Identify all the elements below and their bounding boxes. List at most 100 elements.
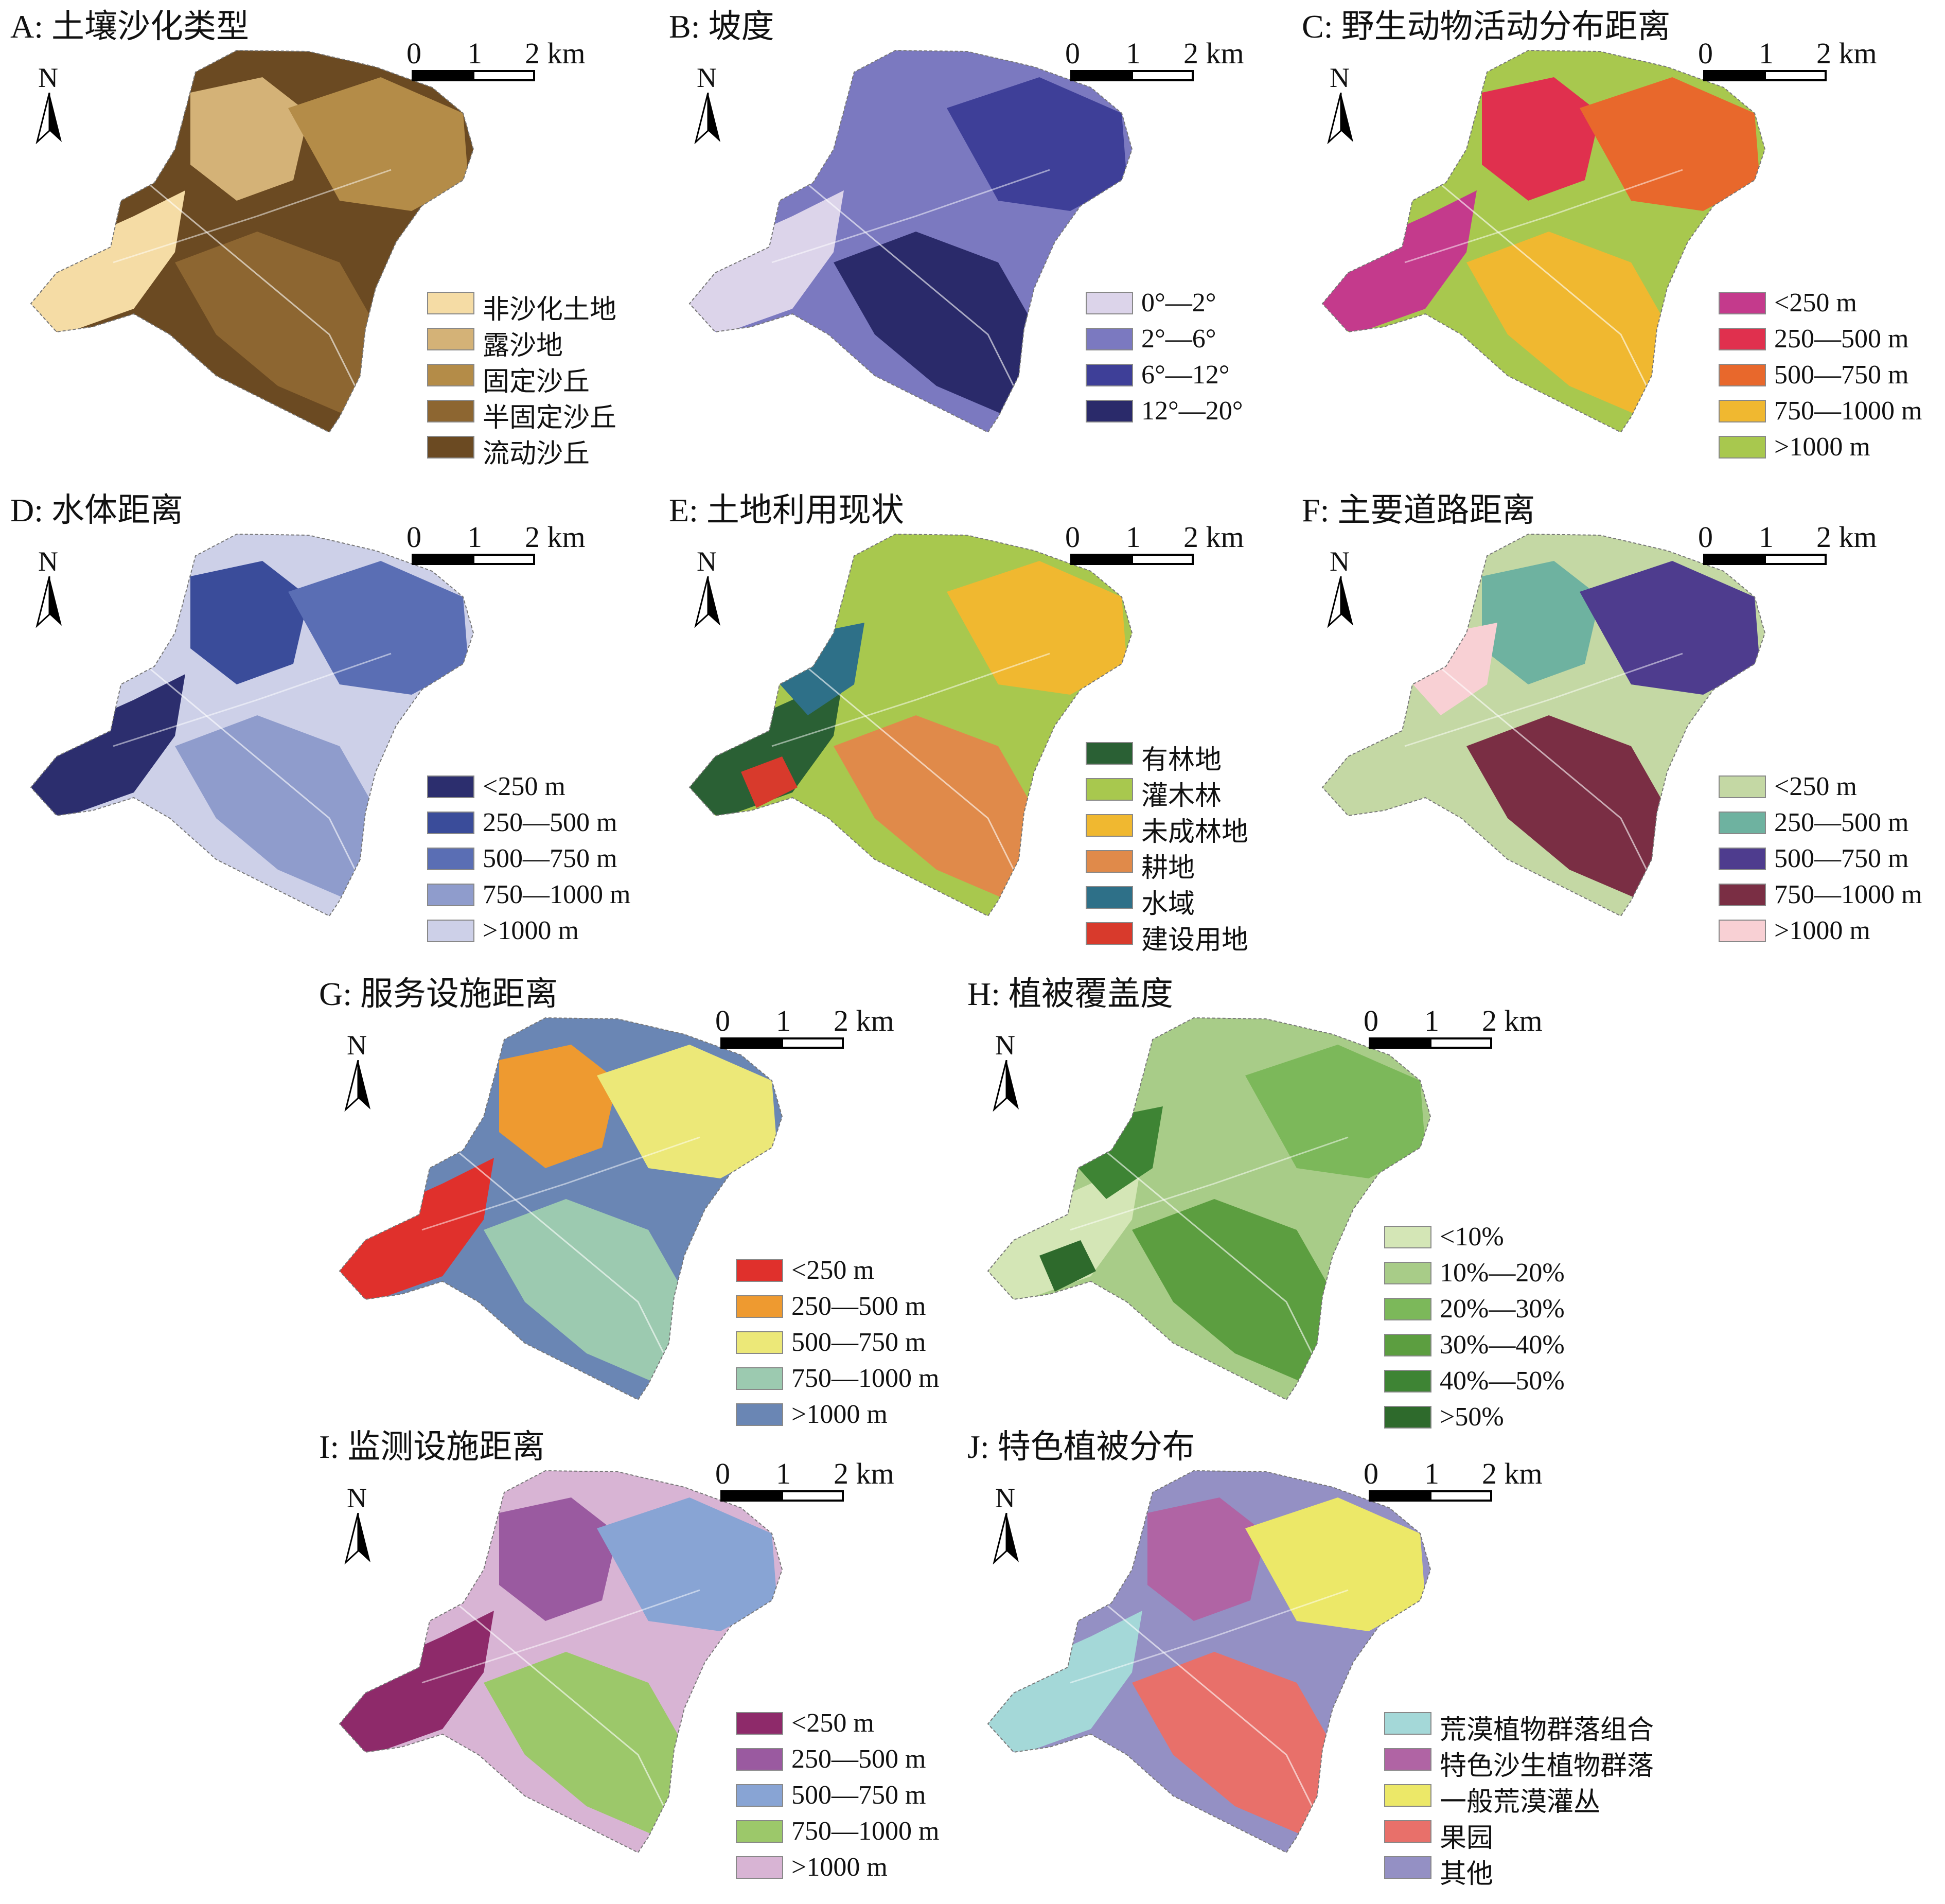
scale-label-2km: 2 km [525,37,586,70]
legend-swatch [736,1259,783,1282]
legend-label: <250 m [791,1708,874,1738]
road-line [421,1136,700,1231]
map-zone [31,190,185,334]
scale-segment [412,70,474,81]
scale-segment [1764,554,1827,565]
north-arrow-icon [993,1513,1019,1564]
road-line [802,663,1020,880]
legend-swatch [1384,1334,1431,1356]
legend-label: 250—500 m [1774,324,1909,354]
map-zone [1245,1497,1425,1631]
scale-bar: 0 1 2 km [1698,36,1877,93]
legend-label: <250 m [1774,772,1857,801]
legend-swatch [427,328,474,350]
legend-swatch [1384,1262,1431,1284]
legend-label: 750—1000 m [791,1364,940,1393]
scale-bar: 0 1 2 km [1364,1003,1543,1060]
north-label: N [995,1030,1015,1061]
map-area [329,1014,813,1436]
map-panel-f: F: 主要道路距离 N 0 1 2 km <250 m 250—500 m 500—750 m… [1292,484,1940,967]
scale-label-0: 0 [715,1004,730,1037]
legend-swatch [1086,742,1133,765]
north-label: N [38,546,58,577]
north-arrow: N [1322,62,1364,149]
map-zone [1132,1199,1338,1384]
scale-label-2km: 2 km [1816,37,1877,70]
scale-label-1: 1 [1126,37,1141,70]
north-arrow: N [31,62,72,149]
legend-swatch [736,1784,783,1807]
road-line [452,1599,670,1817]
map-panel-a: A: 土壤沙化类型 N 0 1 2 km 非沙化土地 露沙地 固定沙丘 半固定沙丘 流动沙丘 [0,0,648,484]
scale-label-1: 1 [1759,37,1774,70]
map-zone [190,77,309,201]
scale-label-2km: 2 km [1816,520,1877,554]
north-arrow: N [31,545,72,633]
scale-label-0: 0 [406,37,421,70]
legend-label: <10% [1440,1222,1504,1251]
scale-segment [1429,1490,1492,1502]
legend-swatch [736,1331,783,1354]
legend-label: 果园 [1440,1824,1494,1853]
road-line [1070,1589,1349,1684]
scale-label-1: 1 [467,37,482,70]
north-arrow: N [340,1029,381,1117]
scale-label-0: 0 [1065,37,1080,70]
scale-label-2km: 2 km [1183,37,1244,70]
legend-label: 750—1000 m [1774,396,1922,426]
panel-title: A: 土壤沙化类型 [10,8,249,45]
legend-label: >1000 m [1774,916,1870,945]
legend-label: 20%—30% [1440,1294,1565,1324]
north-label: N [995,1483,1015,1513]
map-area [1312,530,1796,952]
north-label: N [1330,62,1350,93]
legend-swatch [427,812,474,834]
map-panel-c: C: 野生动物活动分布距离 N 0 1 2 km <250 m 250—500 m 500—7… [1292,0,1940,484]
map-zone [988,1611,1142,1755]
map-zone [288,561,468,695]
panel-title: J: 特色植被分布 [967,1429,1195,1465]
north-label: N [347,1483,367,1513]
legend-label: 30%—40% [1440,1330,1565,1360]
north-arrow: N [689,545,731,633]
scale-bar: 0 1 2 km [406,36,586,93]
legend-label: >1000 m [1774,432,1870,462]
scale-label-1: 1 [776,1457,791,1490]
legend-swatch [1086,814,1133,837]
map-zone [689,190,844,334]
north-arrow-icon [36,93,62,144]
scale-segment [1131,70,1194,81]
panel-title: H: 植被覆盖度 [967,976,1173,1012]
map-zone [1482,77,1600,201]
road-line [771,169,1050,263]
scale-segment [1369,1490,1431,1502]
road-line [1070,1136,1349,1231]
legend-label: >1000 m [791,1400,888,1429]
map-panel-d: D: 水体距离 N 0 1 2 km <250 m 250—500 m 500—750 m 75… [0,484,648,967]
scale-label-1: 1 [1424,1004,1439,1037]
north-arrow-icon [1327,93,1353,144]
legend-swatch [1086,328,1133,350]
scale-bar: 0 1 2 km [715,1003,894,1060]
legend-swatch [1384,1784,1431,1807]
map-zone [31,674,185,818]
north-label: N [38,62,58,93]
scale-segment [1764,70,1827,81]
legend-label: 750—1000 m [1774,880,1922,909]
legend-swatch [1086,292,1133,314]
legend-swatch [427,364,474,386]
map-zone [1466,715,1672,901]
road-line [1435,179,1653,397]
map-panel-e: E: 土地利用现状 N 0 1 2 km 有林地 灌木林 未成林地 耕地 水域 建设用地 [659,484,1307,967]
legend-label: <250 m [791,1256,874,1285]
map-area [679,46,1163,468]
scale-label-2km: 2 km [1482,1004,1543,1037]
legend-swatch [736,1403,783,1426]
north-arrow-icon [344,1060,370,1112]
map-zone [1060,1106,1163,1199]
legend-label: 水域 [1141,890,1195,919]
legend-label: 灌木林 [1141,782,1222,811]
scale-segment [1070,70,1133,81]
legend-label: 6°—12° [1141,360,1230,390]
road-line [421,1589,700,1684]
